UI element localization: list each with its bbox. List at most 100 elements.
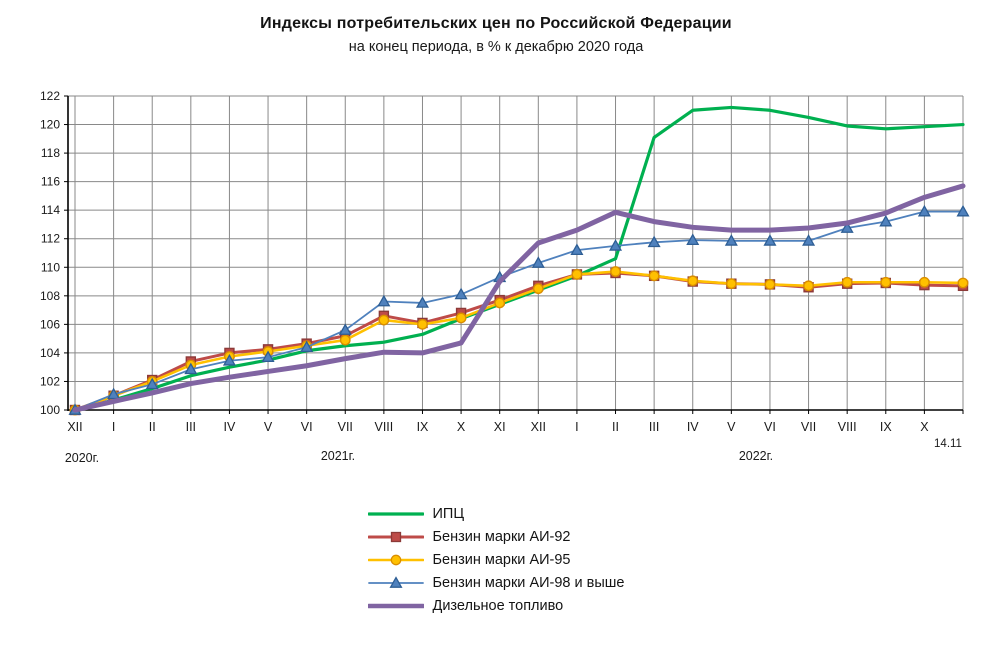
x-tick-label: X xyxy=(457,420,466,434)
legend-label-ai-98: Бензин марки АИ-98 и выше xyxy=(432,574,625,591)
x-tick-label: VII xyxy=(338,420,353,434)
x-tick-label: XII xyxy=(531,420,546,434)
x-tick-label: X xyxy=(920,420,929,434)
x-tick-label: V xyxy=(264,420,273,434)
y-tick-label: 106 xyxy=(40,317,60,331)
series-marker-ai-98 xyxy=(917,204,931,217)
series-line-ai-92 xyxy=(73,271,965,412)
y-tick-label: 112 xyxy=(41,232,60,246)
legend-swatch-ai-98-icon xyxy=(367,575,424,588)
y-tick-label: 114 xyxy=(41,203,60,217)
y-tick-label: 122 xyxy=(40,89,60,103)
series-marker-ai-95 xyxy=(841,276,853,288)
series-line-diesel xyxy=(72,183,966,413)
series-marker-ai-95 xyxy=(880,276,892,288)
series-marker-ai-98 xyxy=(145,377,159,390)
series-line-ipc xyxy=(73,105,965,412)
x-tick-label: I xyxy=(112,420,115,434)
year-label-2022: 2022г. xyxy=(739,449,773,463)
y-tick-label: 120 xyxy=(40,118,60,132)
series-marker-ai-98 xyxy=(222,354,236,366)
x-tick-label-date: 14.11 xyxy=(934,438,962,450)
legend-marker-sample xyxy=(388,575,403,588)
series-marker-ai-95 xyxy=(417,318,428,330)
x-tick-label: V xyxy=(727,420,736,434)
legend-swatch-ipc-icon xyxy=(367,511,424,516)
x-tick-label: VIII xyxy=(838,420,857,434)
legend-item-diesel: Дизельное топливо xyxy=(367,594,625,617)
legend-label-ai-95: Бензин марки АИ-95 xyxy=(432,551,571,568)
series-marker-ai-98 xyxy=(377,294,391,307)
y-tick-label: 108 xyxy=(40,289,60,303)
x-tick-label: VII xyxy=(801,420,816,434)
year-label-2021: 2021г. xyxy=(321,449,355,463)
series-marker-ai-98 xyxy=(724,234,738,246)
x-tick-label: IX xyxy=(880,420,892,434)
series-marker-ai-95 xyxy=(803,280,814,292)
x-tick-label: III xyxy=(649,420,659,434)
x-tick-label: VI xyxy=(301,420,313,434)
series-marker-ai-98 xyxy=(763,234,777,246)
series-marker-ai-95 xyxy=(339,334,351,346)
chart-subtitle: на конец периода, в % к декабрю 2020 год… xyxy=(348,39,644,55)
legend-list: ИПЦ Бензин марки АИ-92 Бензин марки АИ-95 Б… xyxy=(367,502,625,617)
legend-swatch-ai-95-icon xyxy=(367,554,424,565)
x-tick-label: I xyxy=(575,420,578,434)
series-marker-ai-98 xyxy=(300,340,314,353)
legend-swatch-diesel-icon xyxy=(367,603,424,608)
y-tick-label: 102 xyxy=(40,374,60,388)
series-marker-ai-95 xyxy=(918,276,930,288)
x-tick-label: III xyxy=(186,420,196,434)
series-marker-ai-95 xyxy=(725,278,737,290)
series-marker-ai-95 xyxy=(455,312,467,324)
legend-label-ai-92: Бензин марки АИ-92 xyxy=(432,528,571,545)
y-tick-label: 118 xyxy=(41,146,60,160)
series-line-ai-95 xyxy=(73,270,965,412)
series-marker-ai-95 xyxy=(648,270,660,282)
series-marker-ai-95 xyxy=(957,277,969,289)
series-marker-ai-98 xyxy=(184,362,198,375)
series-marker-ai-95 xyxy=(571,269,583,280)
legend-label-ipc: ИПЦ xyxy=(432,505,465,522)
legend-swatch-ai-92-icon xyxy=(367,531,424,542)
series-marker-ai-98 xyxy=(879,214,893,227)
series-marker-ai-98 xyxy=(261,350,275,363)
series-marker-ai-98 xyxy=(107,387,121,400)
x-tick-label: VIII xyxy=(374,420,393,434)
legend-label-diesel: Дизельное топливо xyxy=(432,597,564,614)
series-marker-ai-98 xyxy=(454,287,468,300)
x-tick-label: XII xyxy=(67,420,82,434)
y-tick-label: 104 xyxy=(40,346,60,360)
x-tick-label: IX xyxy=(417,420,429,434)
x-tick-label: II xyxy=(612,420,619,434)
legend-marker-sample xyxy=(390,531,401,542)
x-tick-label: IV xyxy=(687,420,699,434)
series-marker-ai-98 xyxy=(570,243,584,255)
x-tick-label: XI xyxy=(494,420,506,434)
legend: ИПЦ Бензин марки АИ-92 Бензин марки АИ-95 Б… xyxy=(0,502,992,617)
legend-item-ai-92: Бензин марки АИ-92 xyxy=(367,525,625,548)
x-tick-label: IV xyxy=(224,420,236,434)
series-marker-ai-98 xyxy=(647,235,661,248)
y-tick-label: 110 xyxy=(41,260,60,274)
series-marker-ai-98 xyxy=(338,323,352,335)
y-tick-label: 100 xyxy=(40,403,60,417)
series-marker-ai-95 xyxy=(687,275,699,287)
legend-item-ai-95: Бензин марки АИ-95 xyxy=(367,548,625,571)
chart-title: Индексы потребительских цен по Российско… xyxy=(260,15,732,32)
series-marker-ai-95 xyxy=(532,283,544,295)
series-marker-ai-95 xyxy=(610,266,621,277)
series-line-ai-98 xyxy=(74,210,964,411)
legend-item-ai-98: Бензин марки АИ-98 и выше xyxy=(367,571,625,594)
series-marker-ai-95 xyxy=(764,278,776,290)
series-marker-ai-98 xyxy=(609,239,623,251)
legend-marker-sample xyxy=(390,554,401,565)
series-marker-ai-98 xyxy=(956,204,970,217)
series-marker-ai-95 xyxy=(378,314,390,326)
series-marker-ai-98 xyxy=(531,256,545,268)
x-tick-label: VI xyxy=(764,420,776,434)
series-marker-ai-98 xyxy=(415,296,429,308)
year-label-2020: 2020г. xyxy=(65,451,99,465)
